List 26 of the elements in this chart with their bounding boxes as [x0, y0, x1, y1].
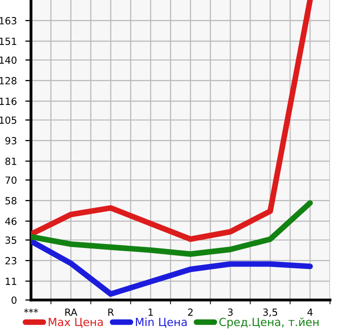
y-tick-label: 105	[0, 116, 16, 124]
x-tick-label: RA	[65, 308, 78, 316]
x-tick-label: 2	[188, 308, 193, 316]
x-tick-label: R	[108, 308, 114, 316]
y-tick-label: 151	[0, 38, 16, 45]
y-tick-label: 93	[5, 137, 16, 144]
y-tick-label: 140	[0, 56, 16, 64]
legend-label: Min Цена	[136, 318, 187, 328]
y-tick-label: 70	[6, 176, 16, 184]
x-tick-label: 3	[228, 308, 233, 316]
y-tick-label: 81	[5, 158, 16, 165]
y-tick-label: 128	[0, 77, 16, 84]
y-tick-label: 23	[5, 257, 16, 264]
y-tick-label: 11	[6, 278, 16, 285]
legend-label: Max Цена	[48, 318, 103, 328]
y-tick-label: 116	[0, 98, 16, 105]
y-tick-label: 163	[0, 17, 16, 24]
y-tick-label: 46	[5, 218, 16, 225]
legend-label: Сред.Цена, т.йен	[219, 318, 319, 328]
y-tick-label: 58	[5, 197, 16, 204]
x-tick-label: 4	[307, 308, 313, 316]
x-tick-label: 1	[148, 308, 153, 316]
y-tick-label: 35	[5, 236, 16, 244]
x-tick-label: 3,5	[263, 308, 278, 317]
x-tick-label: ***	[24, 308, 38, 313]
y-tick-label: 0	[12, 296, 16, 304]
